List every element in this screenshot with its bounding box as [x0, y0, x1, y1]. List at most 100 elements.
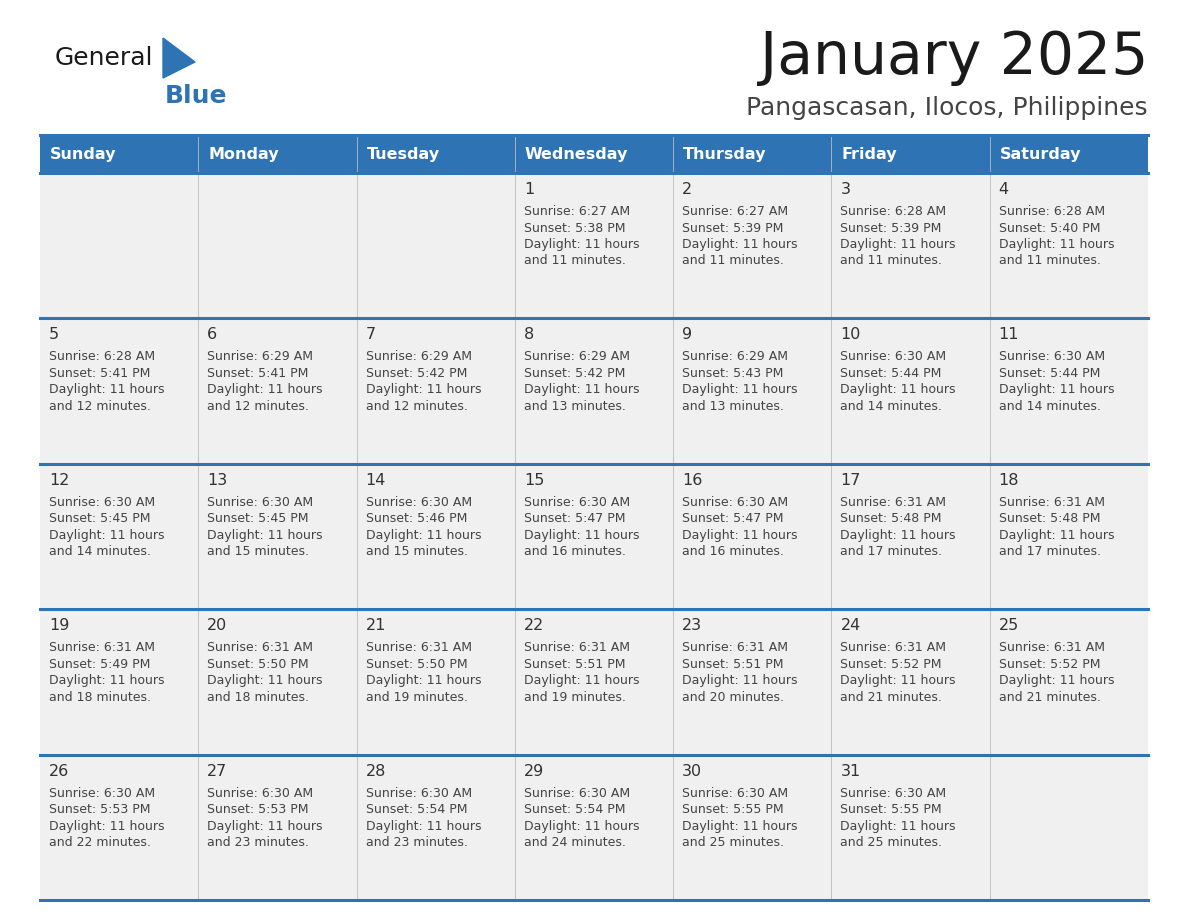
- Text: Daylight: 11 hours: Daylight: 11 hours: [840, 529, 956, 542]
- Text: and 23 minutes.: and 23 minutes.: [366, 836, 467, 849]
- Bar: [198, 464, 356, 610]
- Bar: [198, 319, 356, 464]
- Bar: [40, 135, 198, 173]
- Text: 17: 17: [840, 473, 861, 487]
- Bar: [832, 464, 990, 610]
- Text: 22: 22: [524, 618, 544, 633]
- Text: Sunset: 5:55 PM: Sunset: 5:55 PM: [682, 803, 784, 816]
- Bar: [832, 319, 990, 464]
- Text: and 14 minutes.: and 14 minutes.: [840, 400, 942, 413]
- Bar: [40, 173, 198, 319]
- Text: 24: 24: [840, 618, 860, 633]
- Text: Sunset: 5:53 PM: Sunset: 5:53 PM: [49, 803, 151, 816]
- Bar: [356, 319, 514, 464]
- Text: Pangascasan, Ilocos, Philippines: Pangascasan, Ilocos, Philippines: [746, 96, 1148, 120]
- Text: 25: 25: [999, 618, 1019, 633]
- Bar: [514, 610, 674, 755]
- Text: Sunset: 5:41 PM: Sunset: 5:41 PM: [207, 367, 309, 380]
- Text: Sunset: 5:54 PM: Sunset: 5:54 PM: [524, 803, 625, 816]
- Text: Sunset: 5:38 PM: Sunset: 5:38 PM: [524, 221, 625, 234]
- Text: Daylight: 11 hours: Daylight: 11 hours: [366, 820, 481, 833]
- Text: 10: 10: [840, 328, 861, 342]
- Text: Daylight: 11 hours: Daylight: 11 hours: [366, 529, 481, 542]
- Text: 13: 13: [207, 473, 228, 487]
- Text: and 23 minutes.: and 23 minutes.: [207, 836, 309, 849]
- Text: 29: 29: [524, 764, 544, 778]
- Text: Sunrise: 6:31 AM: Sunrise: 6:31 AM: [999, 641, 1105, 655]
- Text: Daylight: 11 hours: Daylight: 11 hours: [49, 384, 164, 397]
- Text: 6: 6: [207, 328, 217, 342]
- Text: 3: 3: [840, 182, 851, 197]
- Text: and 15 minutes.: and 15 minutes.: [207, 545, 309, 558]
- Text: Sunset: 5:47 PM: Sunset: 5:47 PM: [524, 512, 625, 525]
- Text: Sunrise: 6:31 AM: Sunrise: 6:31 AM: [366, 641, 472, 655]
- Text: Sunset: 5:53 PM: Sunset: 5:53 PM: [207, 803, 309, 816]
- Text: Sunrise: 6:30 AM: Sunrise: 6:30 AM: [49, 787, 156, 800]
- Text: and 17 minutes.: and 17 minutes.: [840, 545, 942, 558]
- Text: Sunset: 5:50 PM: Sunset: 5:50 PM: [207, 657, 309, 671]
- Text: Sunset: 5:48 PM: Sunset: 5:48 PM: [840, 512, 942, 525]
- Text: and 13 minutes.: and 13 minutes.: [682, 400, 784, 413]
- Text: Sunset: 5:48 PM: Sunset: 5:48 PM: [999, 512, 1100, 525]
- Bar: [198, 173, 356, 319]
- Text: Sunrise: 6:30 AM: Sunrise: 6:30 AM: [366, 496, 472, 509]
- Text: and 18 minutes.: and 18 minutes.: [49, 690, 151, 704]
- Text: Sunset: 5:45 PM: Sunset: 5:45 PM: [49, 512, 151, 525]
- Text: and 19 minutes.: and 19 minutes.: [524, 690, 626, 704]
- Text: Sunset: 5:42 PM: Sunset: 5:42 PM: [366, 367, 467, 380]
- Text: Sunset: 5:55 PM: Sunset: 5:55 PM: [840, 803, 942, 816]
- Text: Saturday: Saturday: [1000, 147, 1081, 162]
- Text: Daylight: 11 hours: Daylight: 11 hours: [524, 820, 639, 833]
- Text: 4: 4: [999, 182, 1009, 197]
- Bar: [674, 135, 832, 173]
- Text: Sunset: 5:44 PM: Sunset: 5:44 PM: [840, 367, 942, 380]
- Text: Sunset: 5:47 PM: Sunset: 5:47 PM: [682, 512, 784, 525]
- Text: Daylight: 11 hours: Daylight: 11 hours: [524, 384, 639, 397]
- Text: 14: 14: [366, 473, 386, 487]
- Text: Sunrise: 6:30 AM: Sunrise: 6:30 AM: [682, 496, 789, 509]
- Bar: [674, 464, 832, 610]
- Bar: [40, 319, 198, 464]
- Text: Sunrise: 6:30 AM: Sunrise: 6:30 AM: [366, 787, 472, 800]
- Text: and 12 minutes.: and 12 minutes.: [49, 400, 151, 413]
- Bar: [990, 464, 1148, 610]
- Text: Daylight: 11 hours: Daylight: 11 hours: [49, 674, 164, 688]
- Text: Sunrise: 6:30 AM: Sunrise: 6:30 AM: [524, 787, 630, 800]
- Bar: [356, 173, 514, 319]
- Text: Daylight: 11 hours: Daylight: 11 hours: [207, 529, 323, 542]
- Text: Daylight: 11 hours: Daylight: 11 hours: [682, 674, 797, 688]
- Bar: [198, 755, 356, 900]
- Bar: [990, 135, 1148, 173]
- Text: and 25 minutes.: and 25 minutes.: [682, 836, 784, 849]
- Polygon shape: [163, 38, 195, 78]
- Bar: [832, 173, 990, 319]
- Text: and 11 minutes.: and 11 minutes.: [524, 254, 626, 267]
- Text: Sunrise: 6:28 AM: Sunrise: 6:28 AM: [999, 205, 1105, 218]
- Text: Daylight: 11 hours: Daylight: 11 hours: [840, 674, 956, 688]
- Text: Sunrise: 6:30 AM: Sunrise: 6:30 AM: [682, 787, 789, 800]
- Text: Sunday: Sunday: [50, 147, 116, 162]
- Text: 28: 28: [366, 764, 386, 778]
- Text: Daylight: 11 hours: Daylight: 11 hours: [682, 238, 797, 251]
- Text: Daylight: 11 hours: Daylight: 11 hours: [207, 384, 323, 397]
- Text: and 21 minutes.: and 21 minutes.: [999, 690, 1100, 704]
- Text: 11: 11: [999, 328, 1019, 342]
- Text: 2: 2: [682, 182, 693, 197]
- Text: and 16 minutes.: and 16 minutes.: [682, 545, 784, 558]
- Text: Daylight: 11 hours: Daylight: 11 hours: [840, 820, 956, 833]
- Text: 7: 7: [366, 328, 375, 342]
- Text: Sunrise: 6:29 AM: Sunrise: 6:29 AM: [207, 351, 314, 364]
- Text: and 17 minutes.: and 17 minutes.: [999, 545, 1101, 558]
- Text: 12: 12: [49, 473, 69, 487]
- Text: January 2025: January 2025: [759, 29, 1148, 86]
- Text: Sunrise: 6:30 AM: Sunrise: 6:30 AM: [207, 787, 314, 800]
- Bar: [198, 610, 356, 755]
- Text: Daylight: 11 hours: Daylight: 11 hours: [207, 820, 323, 833]
- Bar: [356, 135, 514, 173]
- Text: 31: 31: [840, 764, 860, 778]
- Text: Sunrise: 6:27 AM: Sunrise: 6:27 AM: [682, 205, 789, 218]
- Text: Sunrise: 6:28 AM: Sunrise: 6:28 AM: [840, 205, 947, 218]
- Text: Sunrise: 6:31 AM: Sunrise: 6:31 AM: [207, 641, 314, 655]
- Text: Sunrise: 6:29 AM: Sunrise: 6:29 AM: [524, 351, 630, 364]
- Text: and 14 minutes.: and 14 minutes.: [999, 400, 1100, 413]
